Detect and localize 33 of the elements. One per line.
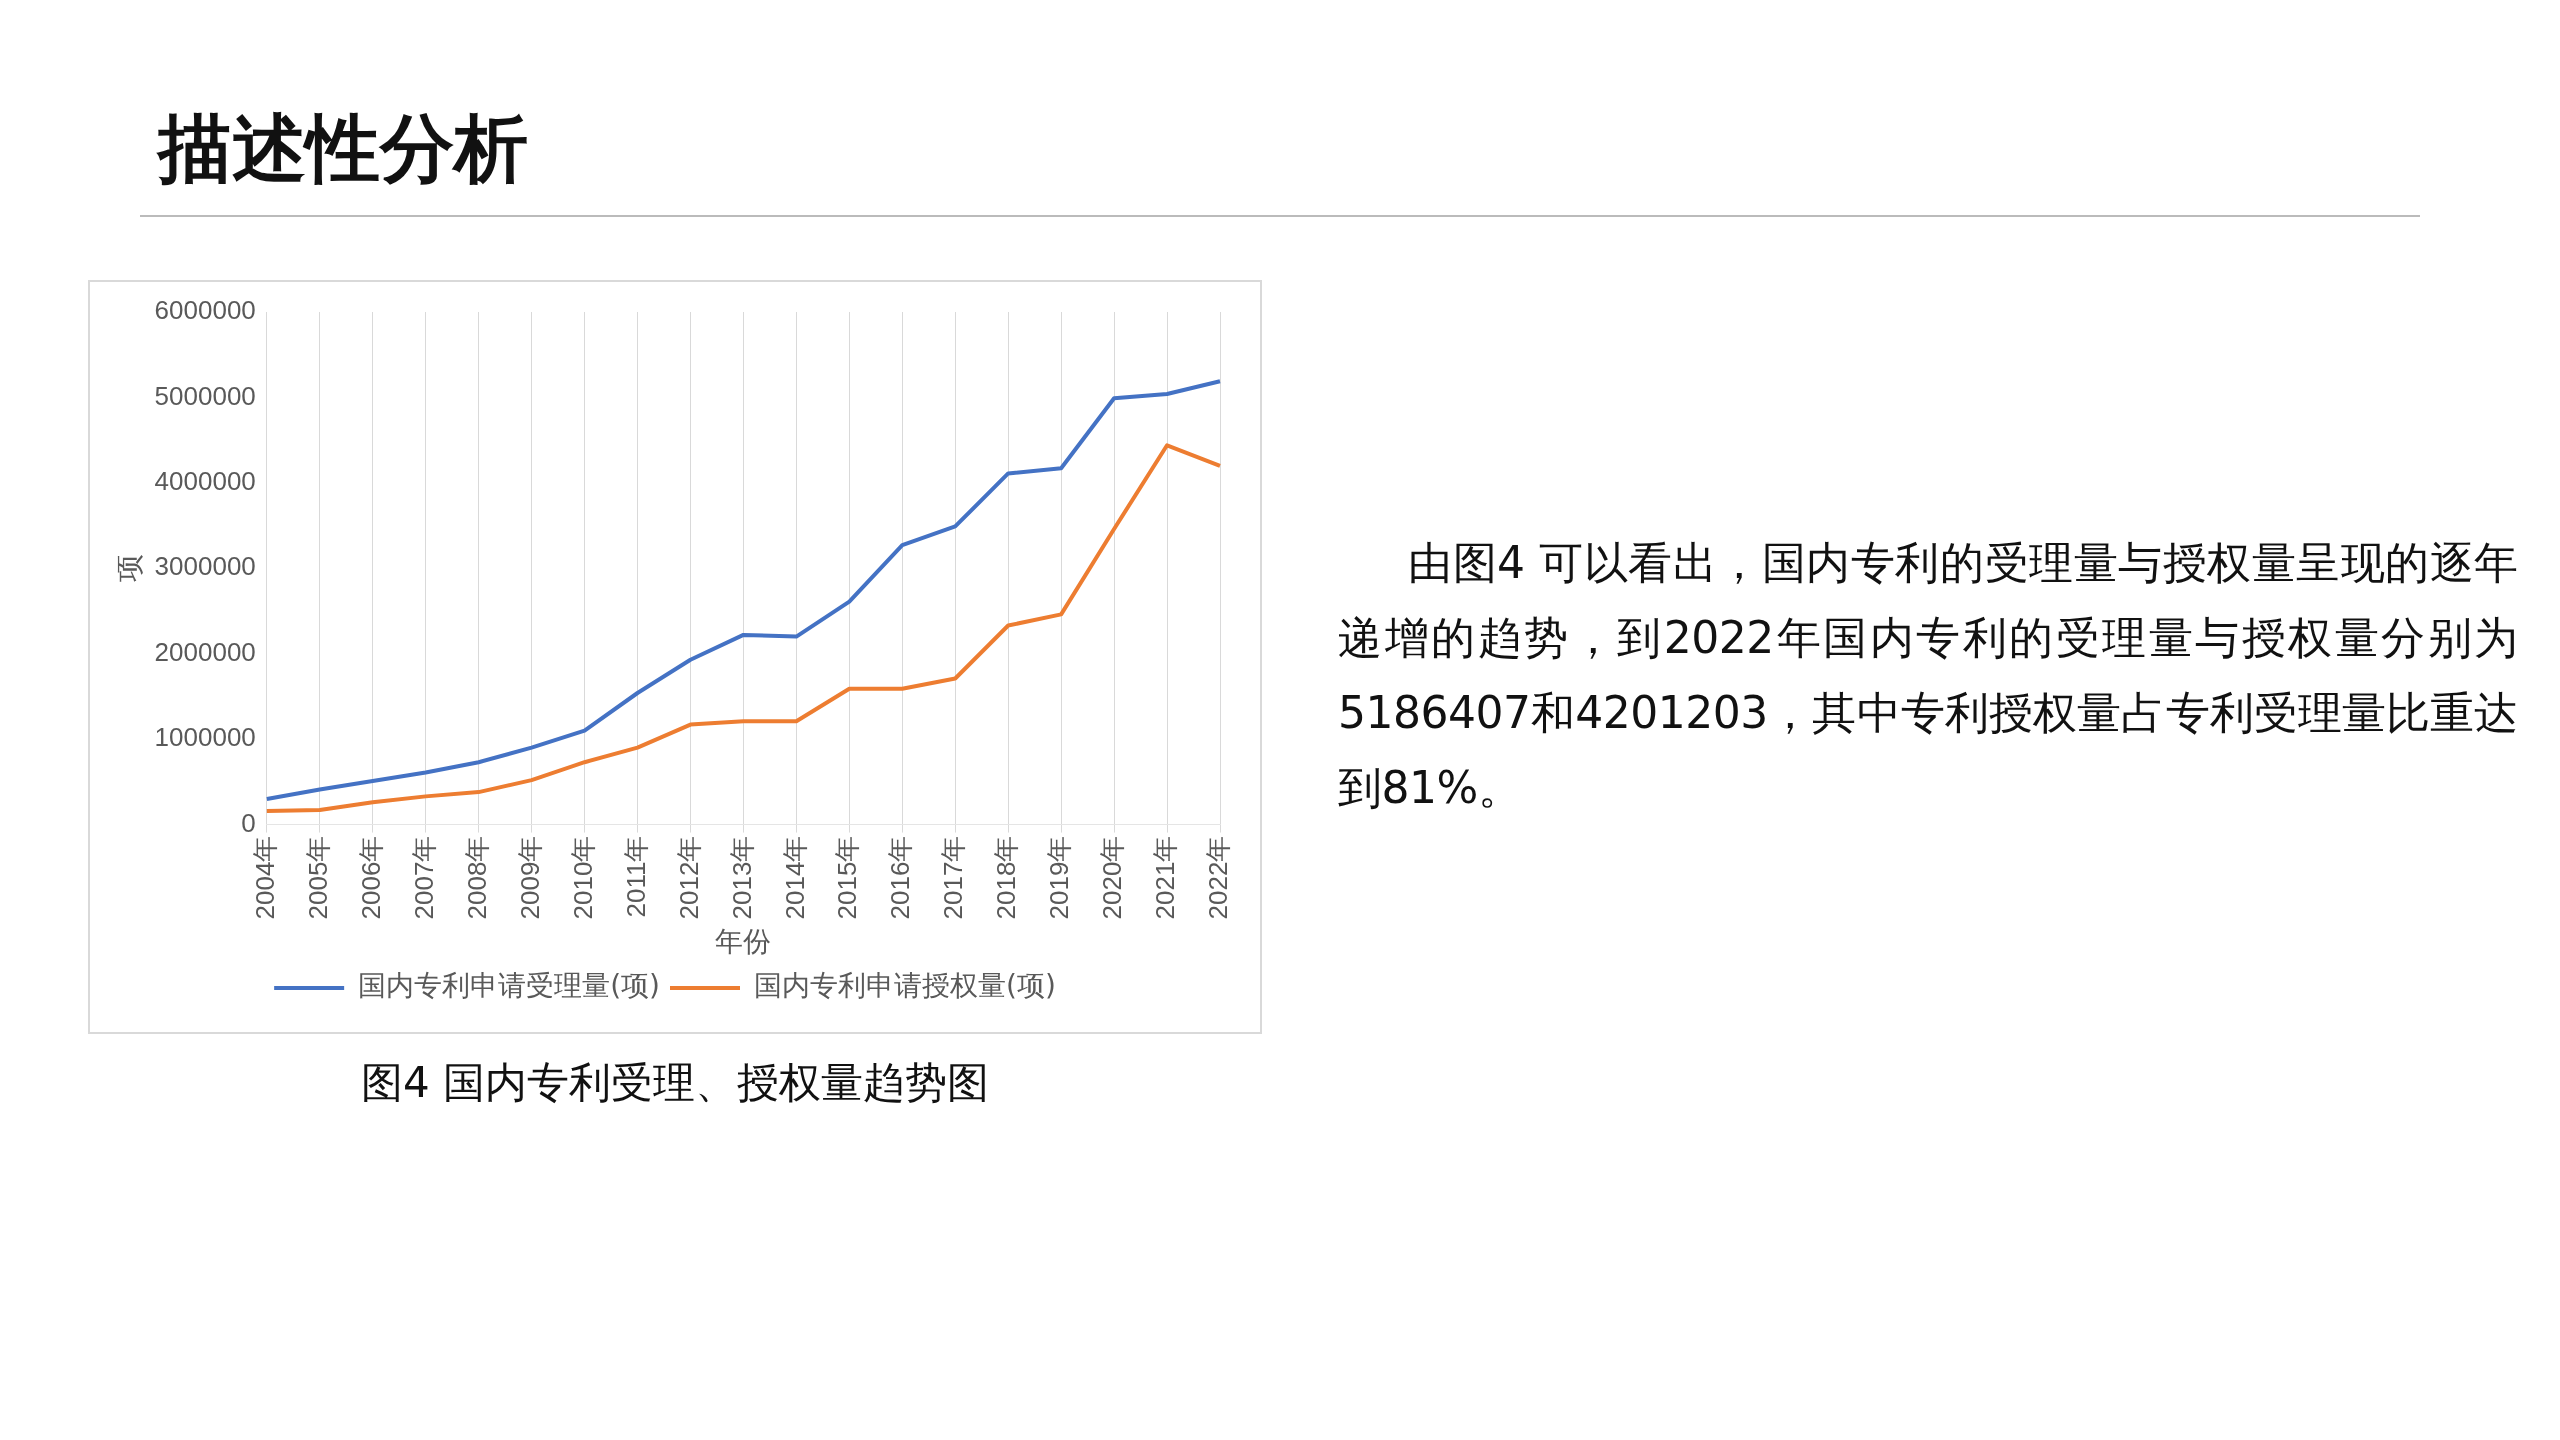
x-tick-label: 2020年 (1097, 835, 1128, 920)
x-tick-label: 2021年 (1150, 835, 1181, 920)
legend-label: 国内专利申请受理量(项) (358, 969, 661, 1003)
x-tick-label: 2012年 (673, 835, 704, 920)
x-tick-label: 2008年 (461, 835, 492, 920)
x-tick-label: 2019年 (1044, 835, 1075, 920)
x-tick-label: 2011年 (620, 835, 651, 918)
y-axis-title: 项 (113, 554, 145, 583)
y-tick-label: 1000000 (154, 722, 256, 753)
x-tick-label: 2017年 (938, 835, 969, 920)
x-tick-label: 2016年 (885, 835, 916, 920)
x-tick-label: 2013年 (726, 835, 757, 920)
x-tick-label: 2006年 (355, 835, 386, 920)
x-tick-label: 2014年 (779, 835, 810, 920)
x-tick-label: 2005年 (302, 835, 333, 920)
x-tick-label: 2004年 (249, 835, 280, 920)
y-tick-label: 5000000 (154, 380, 256, 411)
x-tick-label: 2022年 (1203, 835, 1234, 920)
x-tick-label: 2018年 (991, 835, 1022, 920)
y-tick-label: 0 (241, 807, 256, 838)
x-tick-label: 2015年 (832, 835, 863, 920)
x-axis-title: 年份 (715, 925, 772, 957)
legend-label: 国内专利申请授权量(项) (754, 969, 1056, 1003)
y-tick-label: 3000000 (154, 551, 256, 582)
x-tick-label: 2007年 (408, 835, 439, 920)
y-tick-label: 2000000 (154, 636, 256, 667)
chart-title: 描述性分析 (158, 104, 528, 193)
text: 由图4 可以看出，国内专利的受理量与授权量呈现的逐年递增的趋势，到2022年国内专利的受理量与授权量分别为5186407和4201203，其中专利授权量占专利受理量比重达到81%。 (1338, 536, 2518, 815)
y-tick-label: 6000000 (154, 295, 256, 326)
y-tick-label: 4000000 (154, 466, 256, 497)
x-tick-label: 2010年 (567, 835, 598, 920)
x-tick-label: 2009年 (514, 835, 545, 920)
text: 图4 国内专利受理、授权量趋势图 (359, 1057, 991, 1109)
